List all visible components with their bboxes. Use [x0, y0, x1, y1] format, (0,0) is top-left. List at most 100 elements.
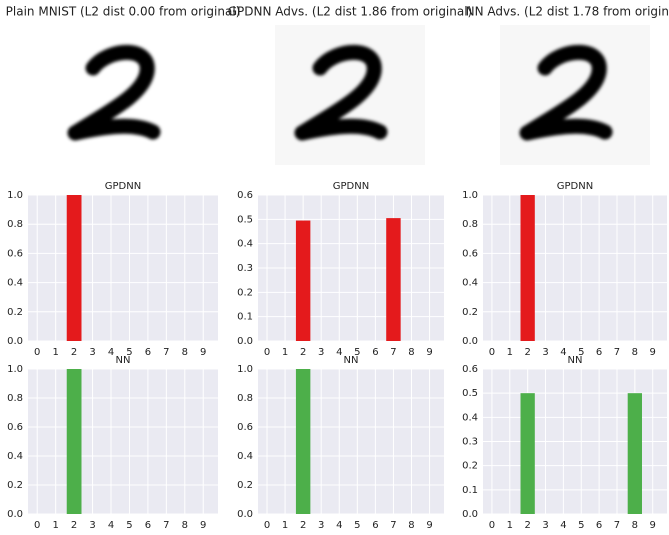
- y-tick-label: 0.8: [462, 219, 478, 230]
- axes-title: NN: [568, 355, 583, 366]
- x-tick-label: 6: [145, 347, 151, 358]
- y-tick-label: 0.1: [237, 312, 253, 323]
- bar: [66, 369, 82, 514]
- image-title: Plain MNIST (L2 dist 0.00 from original): [6, 5, 241, 19]
- x-tick-label: 6: [372, 347, 378, 358]
- x-tick-label: 2: [524, 347, 530, 358]
- x-tick-label: 8: [632, 520, 638, 531]
- x-tick-label: 8: [408, 347, 414, 358]
- y-tick-label: 1.0: [7, 190, 23, 201]
- x-tick-label: 2: [300, 520, 306, 531]
- x-tick-label: 6: [596, 347, 602, 358]
- y-tick-label: 0.8: [7, 219, 23, 230]
- y-tick-label: 0.6: [7, 248, 23, 259]
- x-tick-label: 4: [560, 520, 566, 531]
- y-tick-label: 0.8: [237, 393, 253, 404]
- x-tick-label: 9: [650, 347, 656, 358]
- x-tick-label: 8: [408, 520, 414, 531]
- y-tick-label: 0.0: [237, 509, 253, 520]
- image-title: GPDNN Advs. (L2 dist 1.86 from original): [228, 5, 473, 19]
- x-tick-label: 0: [34, 347, 40, 358]
- bar: [627, 393, 642, 514]
- x-tick-label: 7: [614, 520, 620, 531]
- digit-image: [519, 44, 613, 141]
- y-tick-label: 0.3: [237, 263, 253, 274]
- x-tick-label: 1: [282, 520, 288, 531]
- y-tick-label: 0.2: [237, 480, 253, 491]
- x-tick-label: 3: [89, 347, 95, 358]
- y-tick-label: 0.4: [462, 412, 478, 423]
- x-tick-label: 6: [596, 520, 602, 531]
- x-tick-label: 1: [507, 347, 513, 358]
- y-tick-label: 0.6: [7, 422, 23, 433]
- x-tick-label: 7: [390, 520, 396, 531]
- bar: [386, 218, 401, 341]
- x-tick-label: 1: [507, 520, 513, 531]
- y-tick-label: 1.0: [237, 364, 253, 375]
- y-tick-label: 0.5: [237, 214, 253, 225]
- x-tick-label: 3: [318, 347, 324, 358]
- x-tick-label: 9: [200, 347, 206, 358]
- x-tick-label: 7: [614, 347, 620, 358]
- x-tick-label: 5: [126, 347, 132, 358]
- x-tick-label: 6: [145, 520, 151, 531]
- axes-title: NN: [344, 355, 359, 366]
- axes-background: [28, 369, 218, 514]
- x-tick-label: 2: [71, 520, 77, 531]
- x-tick-label: 8: [182, 520, 188, 531]
- x-tick-label: 4: [336, 347, 342, 358]
- x-tick-label: 5: [354, 520, 360, 531]
- y-tick-label: 0.2: [462, 307, 478, 318]
- x-tick-label: 9: [650, 520, 656, 531]
- y-tick-label: 0.2: [237, 287, 253, 298]
- x-tick-label: 5: [354, 347, 360, 358]
- y-tick-label: 0.2: [7, 480, 23, 491]
- axes-title: GPDNN: [333, 181, 369, 192]
- x-tick-label: 0: [34, 520, 40, 531]
- x-tick-label: 7: [163, 347, 169, 358]
- axes-background: [258, 369, 444, 514]
- y-tick-label: 0.4: [462, 278, 478, 289]
- x-tick-label: 0: [489, 347, 495, 358]
- y-tick-label: 0.5: [462, 388, 478, 399]
- y-tick-label: 0.2: [7, 307, 23, 318]
- x-tick-label: 8: [632, 347, 638, 358]
- axes-background: [483, 195, 667, 341]
- digit-image: [294, 44, 388, 141]
- axes-title: GPDNN: [105, 181, 141, 192]
- x-tick-label: 2: [71, 347, 77, 358]
- y-tick-label: 0.1: [462, 485, 478, 496]
- x-tick-label: 1: [282, 347, 288, 358]
- y-tick-label: 0.3: [462, 437, 478, 448]
- x-tick-label: 2: [524, 520, 530, 531]
- bar: [520, 393, 535, 514]
- x-tick-label: 8: [182, 347, 188, 358]
- x-tick-label: 5: [578, 520, 584, 531]
- x-tick-label: 2: [300, 347, 306, 358]
- y-tick-label: 1.0: [7, 364, 23, 375]
- x-tick-label: 7: [163, 520, 169, 531]
- y-tick-label: 0.8: [7, 393, 23, 404]
- y-tick-label: 0.0: [237, 336, 253, 347]
- y-tick-label: 0.0: [7, 509, 23, 520]
- y-tick-label: 0.4: [237, 451, 253, 462]
- x-tick-label: 3: [542, 347, 548, 358]
- x-tick-label: 0: [264, 347, 270, 358]
- x-tick-label: 7: [390, 347, 396, 358]
- y-tick-label: 0.0: [462, 509, 478, 520]
- y-tick-label: 0.2: [462, 461, 478, 472]
- x-tick-label: 4: [108, 347, 114, 358]
- y-tick-label: 0.4: [7, 278, 23, 289]
- bar: [66, 195, 82, 341]
- y-tick-label: 0.6: [237, 422, 253, 433]
- x-tick-label: 4: [336, 520, 342, 531]
- digit-image: [67, 44, 161, 141]
- x-tick-label: 9: [426, 520, 432, 531]
- bar: [295, 369, 311, 514]
- bar: [295, 220, 311, 341]
- y-tick-label: 1.0: [462, 190, 478, 201]
- y-tick-label: 0.0: [7, 336, 23, 347]
- x-tick-label: 4: [108, 520, 114, 531]
- x-tick-label: 3: [318, 520, 324, 531]
